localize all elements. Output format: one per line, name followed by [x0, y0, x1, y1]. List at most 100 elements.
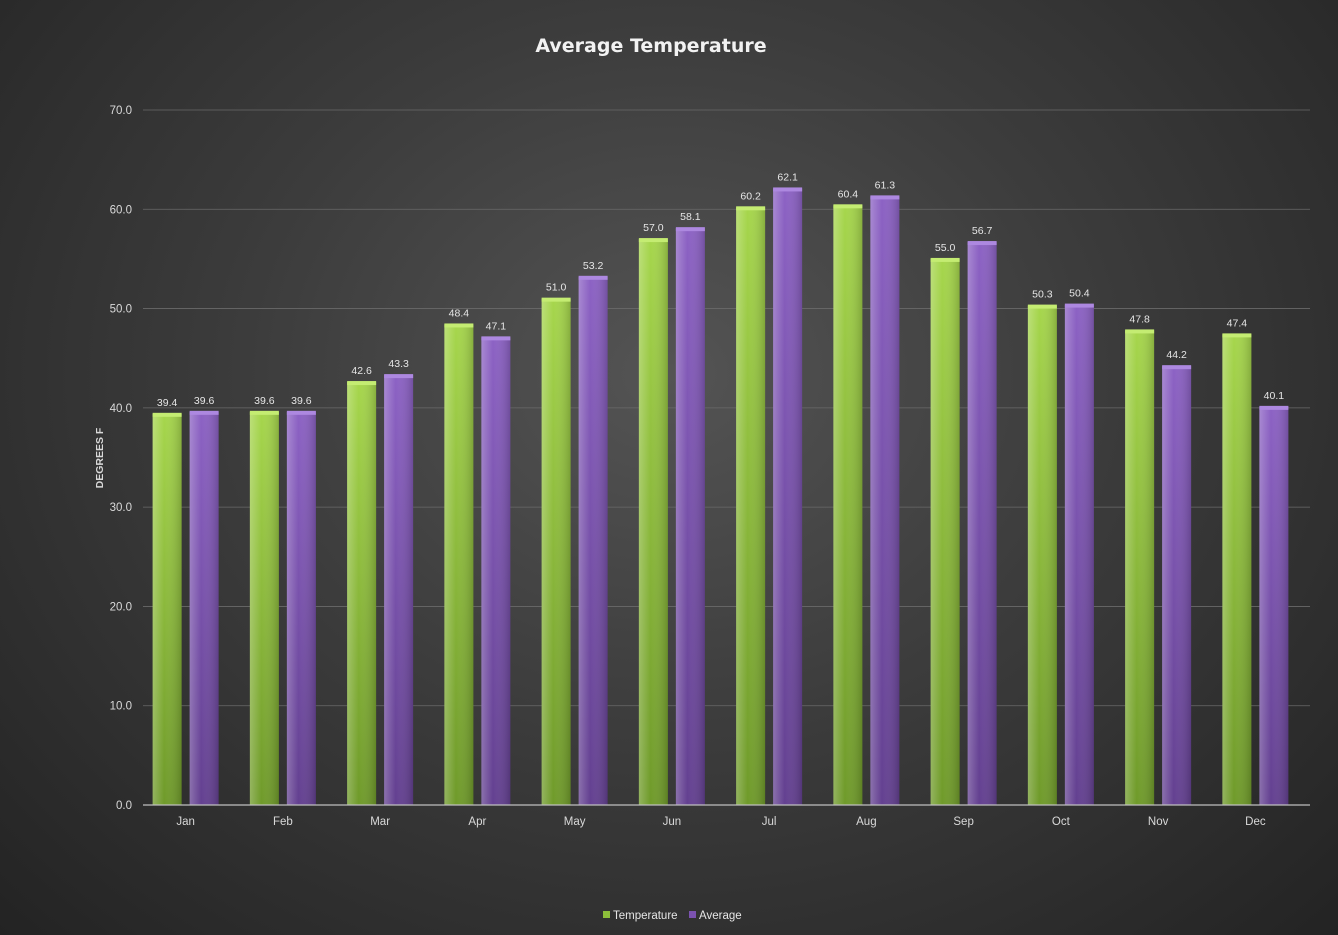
- bar-top-highlight: [1125, 329, 1155, 334]
- x-tick-label-dec: Dec: [1245, 816, 1266, 828]
- y-tick-label: 30.0: [110, 502, 132, 514]
- y-axis-title: DEGREES F: [94, 427, 106, 488]
- bar-top-highlight: [833, 204, 863, 209]
- legend-swatch-average: [689, 911, 696, 918]
- data-label-average-may: 53.2: [583, 260, 604, 272]
- bar-shading: [249, 411, 279, 805]
- legend-label-average: Average: [699, 910, 742, 922]
- data-label-temperature-may: 51.0: [546, 282, 567, 294]
- bar-shading: [578, 276, 608, 805]
- bar-shading: [1162, 366, 1192, 805]
- x-tick-label-sep: Sep: [953, 816, 973, 828]
- x-tick-label-may: May: [564, 816, 586, 828]
- data-label-average-jan: 39.6: [194, 395, 215, 407]
- data-label-temperature-jun: 57.0: [643, 222, 664, 234]
- bar-top-highlight: [286, 410, 316, 415]
- bar-shading: [833, 205, 863, 806]
- bar-shading: [347, 382, 377, 805]
- bar-shading: [481, 337, 511, 805]
- bar-shading: [773, 188, 803, 805]
- y-tick-label: 70.0: [110, 105, 132, 117]
- bar-top-highlight: [481, 336, 511, 341]
- data-label-average-dec: 40.1: [1264, 390, 1285, 402]
- bar-top-highlight: [638, 238, 668, 243]
- bar-shading: [444, 324, 474, 805]
- data-label-average-apr: 47.1: [486, 320, 507, 332]
- x-axis-categories: Jan Feb Mar Apr May Jun Jul Aug Sep Oct Nov Dec: [176, 816, 1265, 828]
- data-label-temperature-aug: 60.4: [838, 188, 859, 200]
- bar-top-highlight: [384, 374, 414, 379]
- data-label-temperature-jan: 39.4: [157, 397, 178, 409]
- data-label-temperature-oct: 50.3: [1032, 289, 1053, 301]
- bar-top-highlight: [736, 206, 766, 211]
- x-tick-label-apr: Apr: [468, 816, 486, 828]
- x-tick-label-feb: Feb: [273, 816, 293, 828]
- y-tick-label: 40.0: [110, 403, 132, 415]
- bar-top-highlight: [1259, 405, 1289, 410]
- y-tick-label: 0.0: [116, 800, 132, 812]
- bar-top-highlight: [930, 257, 960, 262]
- bar-shading: [870, 196, 900, 806]
- data-label-average-nov: 44.2: [1166, 349, 1187, 361]
- bar-shading: [967, 242, 997, 806]
- data-label-temperature-nov: 47.8: [1129, 313, 1150, 325]
- data-label-temperature-jul: 60.2: [740, 190, 761, 202]
- y-tick-label: 20.0: [110, 601, 132, 613]
- bar-top-highlight: [189, 410, 219, 415]
- x-tick-label-jan: Jan: [176, 816, 195, 828]
- data-labels: 39.4 39.6 39.6 39.6 42.6 43.3 48.4 47.1 51.0 53.2…: [157, 171, 1284, 408]
- x-tick-label-aug: Aug: [856, 816, 876, 828]
- bar-shading: [1064, 304, 1094, 805]
- bar-top-highlight: [1027, 304, 1057, 309]
- legend-swatch-temperature: [603, 911, 610, 918]
- bar-shading: [638, 239, 668, 806]
- x-tick-label-nov: Nov: [1148, 816, 1169, 828]
- bar-shading: [189, 411, 219, 805]
- bar-top-highlight: [967, 241, 997, 246]
- bar-shading: [736, 207, 766, 806]
- bar-top-highlight: [444, 323, 474, 328]
- bar-top-highlight: [152, 412, 182, 417]
- data-label-temperature-apr: 48.4: [449, 307, 470, 319]
- bar-shading: [541, 298, 571, 805]
- bar-top-highlight: [1222, 333, 1252, 338]
- bar-top-highlight: [675, 227, 705, 232]
- y-tick-label: 10.0: [110, 701, 132, 713]
- bar-shading: [1027, 305, 1057, 805]
- data-label-average-jul: 62.1: [777, 171, 798, 183]
- data-label-temperature-dec: 47.4: [1227, 317, 1248, 329]
- bar-shading: [286, 411, 316, 805]
- x-tick-label-oct: Oct: [1052, 816, 1071, 828]
- bar-top-highlight: [870, 195, 900, 200]
- y-tick-label: 50.0: [110, 304, 132, 316]
- bar-shading: [1125, 330, 1155, 805]
- bar-top-highlight: [578, 275, 608, 280]
- y-axis-ticks: 0.0 10.0 20.0 30.0 40.0 50.0 60.0 70.0: [110, 105, 132, 812]
- gridlines: [143, 109, 1310, 707]
- legend-label-temperature: Temperature: [613, 910, 678, 922]
- data-label-average-oct: 50.4: [1069, 288, 1090, 300]
- bar-top-highlight: [773, 187, 803, 192]
- bar-top-highlight: [1162, 365, 1192, 370]
- data-label-average-feb: 39.6: [291, 395, 312, 407]
- bar-shading: [930, 258, 960, 805]
- data-label-average-jun: 58.1: [680, 211, 701, 223]
- data-label-temperature-mar: 42.6: [351, 365, 372, 377]
- data-label-average-aug: 61.3: [875, 179, 896, 191]
- data-label-temperature-sep: 55.0: [935, 242, 956, 254]
- bar-top-highlight: [249, 410, 279, 415]
- bar-top-highlight: [1064, 303, 1094, 308]
- y-tick-label: 60.0: [110, 204, 132, 216]
- x-tick-label-jun: Jun: [663, 816, 682, 828]
- data-label-temperature-feb: 39.6: [254, 395, 275, 407]
- bar-shading: [675, 228, 705, 805]
- bar-shading: [1222, 334, 1252, 805]
- bar-top-highlight: [541, 297, 571, 302]
- data-label-average-sep: 56.7: [972, 225, 993, 237]
- bar-top-highlight: [347, 381, 377, 386]
- bar-shading: [384, 375, 414, 805]
- x-tick-label-mar: Mar: [370, 816, 390, 828]
- bar-shading: [1259, 406, 1289, 805]
- bar-shading: [152, 413, 182, 805]
